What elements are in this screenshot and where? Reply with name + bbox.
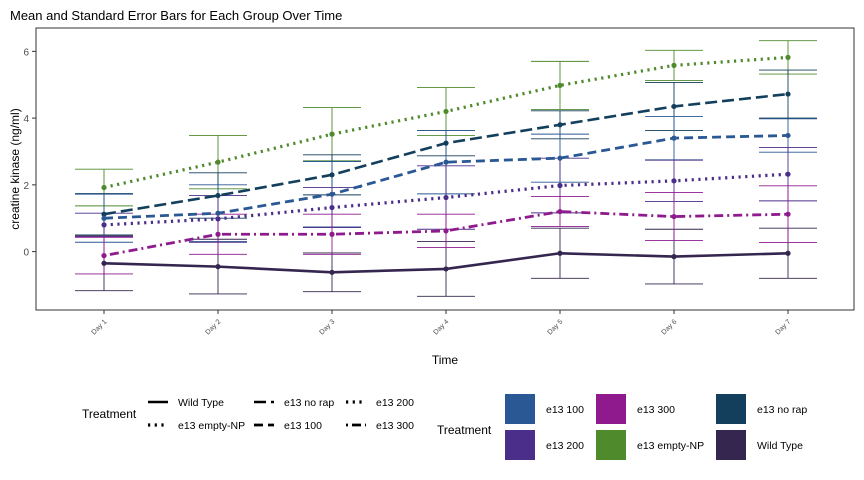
data-point-e13-empty-np	[215, 159, 221, 165]
data-point-e13-no-rap	[329, 172, 335, 178]
legend-label: Wild Type	[178, 397, 224, 409]
legend-item-e13-no-rap: e13 no rap	[716, 394, 807, 424]
linetype-legend: Treatment Wild Type e13 no rap e13 200 e13 e…	[82, 397, 414, 432]
data-point-e13-100	[101, 215, 107, 221]
data-point-e13-100	[671, 135, 677, 141]
data-point-wild-type	[443, 266, 449, 272]
data-point-e13-no-rap	[101, 211, 107, 217]
data-point-e13-no-rap	[443, 140, 449, 146]
data-point-e13-300	[671, 213, 677, 220]
data-point-e13-empty-np	[557, 82, 563, 89]
legend-swatch-e13-300	[596, 394, 626, 424]
y-tick-label: 6	[23, 47, 29, 58]
data-point-e13-300	[785, 211, 791, 217]
data-point-e13-300	[329, 231, 335, 237]
data-point-wild-type	[785, 250, 791, 256]
data-point-e13-200	[785, 171, 791, 177]
y-axis: 0 2 4 6	[23, 47, 36, 259]
fill-legend: Treatment e13 100 e13 300 e13 no rap e13 200…	[437, 394, 807, 460]
data-point-wild-type	[329, 269, 335, 275]
legend-label: e13 100	[546, 404, 584, 416]
data-point-e13-300	[557, 208, 563, 215]
data-point-e13-100	[215, 210, 221, 216]
x-axis-label: Time	[432, 353, 459, 367]
x-tick-label: Day 6	[661, 318, 679, 336]
legend-label: e13 300	[637, 404, 675, 416]
legend-item-e13-200: e13 200	[505, 430, 584, 460]
data-point-e13-no-rap	[785, 91, 791, 97]
data-point-e13-200	[215, 216, 221, 222]
plot-panel	[35, 27, 855, 311]
legend-item-wild-type: Wild Type	[716, 430, 803, 460]
legend-item-e13-100: e13 100	[254, 420, 322, 432]
data-point-e13-empty-np	[101, 184, 107, 191]
chart-title: Mean and Standard Error Bars for Each Gr…	[10, 8, 343, 23]
x-tick-label: Day 3	[319, 318, 337, 336]
legend-item-wild-type: Wild Type	[148, 397, 224, 409]
legend-label: e13 200	[376, 397, 414, 409]
data-point-wild-type	[215, 264, 221, 270]
legend-swatch-e13-100	[505, 394, 535, 424]
data-point-e13-200	[671, 178, 677, 184]
data-point-e13-200	[443, 194, 449, 201]
series-points	[101, 54, 791, 275]
data-point-wild-type	[557, 250, 563, 256]
x-tick-label: Day 1	[91, 318, 109, 336]
data-point-e13-300	[101, 253, 107, 259]
legend-item-e13-300: e13 300	[346, 420, 414, 432]
legend-label: Wild Type	[757, 440, 803, 452]
legend-label: e13 300	[376, 420, 414, 432]
x-tick-label: Day 2	[205, 318, 223, 336]
data-point-wild-type	[671, 254, 677, 260]
data-point-e13-100	[785, 132, 791, 139]
fill-legend-title: Treatment	[437, 423, 492, 437]
legend-item-e13-empty-np: e13 empty-NP	[596, 430, 704, 460]
data-point-e13-100	[329, 191, 335, 197]
y-axis-label: creatine kinase (ng/ml)	[8, 108, 22, 229]
data-point-e13-100	[557, 155, 563, 161]
legend-label: e13 empty-NP	[637, 440, 704, 452]
x-tick-label: Day 5	[547, 318, 565, 336]
data-point-e13-300	[215, 231, 221, 237]
legend-label: e13 100	[284, 420, 322, 432]
data-point-e13-200	[329, 204, 335, 211]
data-point-e13-empty-np	[671, 62, 677, 68]
legend-item-e13-200: e13 200	[346, 397, 414, 409]
legend-label: e13 no rap	[757, 404, 807, 416]
legend-label: e13 empty-NP	[178, 420, 245, 432]
data-point-e13-100	[443, 159, 449, 165]
y-tick-label: 0	[23, 248, 29, 259]
legend-swatch-e13-200	[505, 430, 535, 460]
data-point-e13-no-rap	[671, 103, 677, 110]
data-point-e13-no-rap	[557, 122, 563, 128]
x-tick-label: Day 4	[433, 318, 451, 336]
y-tick-label: 4	[23, 114, 29, 125]
x-axis: Day 1 Day 2 Day 3 Day 4 Day 5 Day 6 Day 7	[91, 310, 793, 336]
data-point-e13-empty-np	[785, 54, 791, 60]
data-point-wild-type	[101, 260, 107, 266]
linetype-legend-title: Treatment	[82, 407, 137, 421]
data-point-e13-empty-np	[329, 131, 335, 137]
data-point-e13-200	[101, 222, 107, 228]
legend-swatch-e13-no-rap	[716, 394, 746, 424]
legend-swatch-wild-type	[716, 430, 746, 460]
legend-label: e13 200	[546, 440, 584, 452]
y-tick-label: 2	[23, 181, 29, 192]
legend-item-e13-100: e13 100	[505, 394, 584, 424]
data-point-e13-empty-np	[443, 108, 449, 115]
legend-item-e13-empty-np: e13 empty-NP	[148, 420, 245, 432]
legend-item-e13-no-rap: e13 no rap	[254, 397, 334, 409]
data-point-e13-300	[443, 228, 449, 234]
data-point-e13-no-rap	[215, 192, 221, 199]
legend-swatch-e13-empty-np	[596, 430, 626, 460]
legend-item-e13-300: e13 300	[596, 394, 675, 424]
legend-label: e13 no rap	[284, 397, 334, 409]
x-tick-label: Day 7	[775, 318, 793, 336]
data-point-e13-200	[557, 182, 563, 189]
